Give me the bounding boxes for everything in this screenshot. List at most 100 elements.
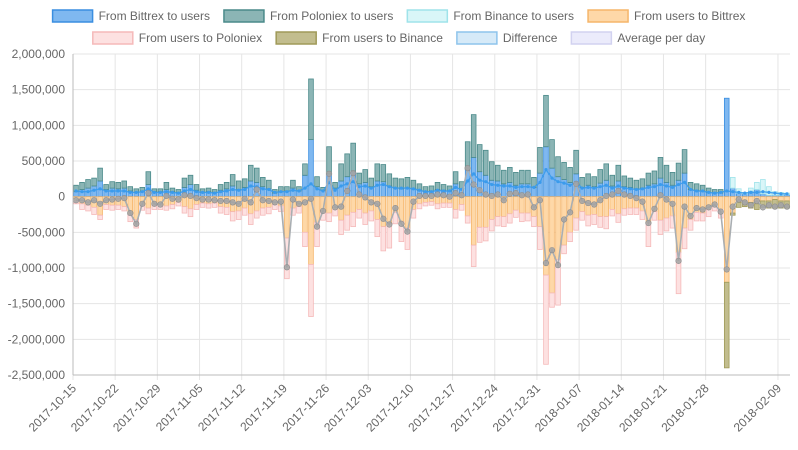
average-point (170, 190, 175, 194)
difference-point (512, 190, 519, 197)
bar-users-to-poloniex (591, 214, 597, 225)
difference-point (344, 187, 351, 195)
average-point (502, 184, 506, 188)
bar-users-to-binance (754, 203, 760, 210)
difference-point (277, 198, 284, 205)
legend-swatch-from-poloniex-to-users (223, 9, 265, 23)
bar-poloniex-to-users (109, 181, 115, 189)
bar-poloniex-to-users (543, 94, 549, 148)
bar-users-to-poloniex (97, 214, 103, 220)
bar-users-to-poloniex (229, 211, 236, 222)
difference-point (566, 209, 574, 216)
bar-poloniex-to-users (103, 184, 109, 190)
bar-poloniex-to-users (79, 181, 85, 190)
legend-swatch-from-users-to-bittrex (587, 9, 629, 23)
average-point (369, 186, 373, 190)
average-point (652, 185, 657, 189)
difference-point (325, 170, 333, 177)
bar-users-to-poloniex (211, 202, 218, 208)
bar-poloniex-to-users (193, 184, 200, 191)
average-point (225, 189, 229, 193)
average-point (423, 190, 428, 194)
average-point (514, 185, 518, 189)
difference-point (121, 194, 128, 202)
bar-users-to-poloniex (247, 213, 254, 225)
difference-point (259, 197, 266, 204)
bar-bittrex-to-users (338, 180, 344, 198)
bar-users-to-bittrex (470, 196, 477, 246)
difference-point (157, 201, 164, 208)
bar-poloniex-to-users (362, 169, 368, 183)
bar-users-to-bittrex (573, 196, 579, 219)
difference-point (681, 203, 688, 210)
difference-point (392, 204, 399, 212)
difference-point (404, 228, 411, 235)
difference-point (669, 200, 676, 207)
difference-point (211, 197, 218, 204)
difference-point (651, 205, 658, 212)
average-point (610, 186, 614, 190)
difference-point (663, 196, 670, 203)
difference-point (633, 194, 640, 202)
bar-users-to-poloniex (675, 251, 682, 295)
y-tick-label: -2,000,000 (8, 332, 66, 346)
average-point (634, 187, 638, 192)
difference-point (115, 195, 122, 202)
average-point (279, 190, 283, 194)
bar-users-to-poloniex (603, 216, 609, 230)
bar-poloniex-to-users (645, 172, 652, 186)
average-point (405, 186, 409, 190)
average-point (701, 189, 705, 193)
average-point (785, 192, 789, 196)
difference-point (362, 194, 369, 201)
legend-swatch-from-users-to-poloniex (92, 31, 134, 45)
bar-poloniex-to-users (567, 167, 573, 183)
bar-users-to-poloniex (495, 216, 501, 227)
bar-poloniex-to-users (597, 169, 603, 184)
bar-poloniex-to-users (519, 169, 525, 185)
difference-point (187, 192, 194, 200)
bar-poloniex-to-users (163, 181, 170, 190)
average-point (676, 182, 681, 187)
average-point (773, 191, 777, 195)
difference-point (313, 223, 321, 230)
bar-poloniex-to-users (308, 78, 314, 141)
average-point (363, 184, 367, 188)
bar-users-to-poloniex (193, 204, 200, 210)
bar-poloniex-to-users (669, 172, 676, 186)
bar-users-to-poloniex (308, 264, 314, 317)
average-point (526, 185, 530, 189)
average-point (586, 185, 590, 189)
bar-users-to-poloniex (223, 206, 230, 215)
bar-poloniex-to-users (368, 177, 374, 188)
x-tick-label: 2018-02-09 (731, 381, 785, 435)
bar-users-to-poloniex (579, 211, 585, 221)
legend-label-from-users-to-poloniex: From users to Poloniex (139, 31, 262, 45)
difference-point (380, 215, 387, 222)
average-point (761, 190, 765, 194)
bar-poloniex-to-users (585, 173, 591, 186)
difference-point (771, 203, 779, 210)
bar-users-to-binance (736, 201, 742, 208)
bar-bittrex-to-users (555, 176, 561, 198)
bar-users-to-poloniex (705, 209, 712, 218)
average-point (640, 187, 644, 191)
average-point (261, 187, 265, 191)
difference-point (542, 259, 550, 267)
average-point (731, 190, 735, 194)
average-point (466, 179, 470, 183)
average-point (110, 189, 114, 193)
bar-users-to-poloniex (561, 244, 567, 255)
bar-poloniex-to-users (223, 181, 230, 190)
difference-point (301, 199, 309, 206)
average-point (188, 187, 193, 192)
bar-users-to-poloniex (452, 209, 459, 219)
difference-point (175, 196, 182, 203)
average-point (387, 185, 391, 189)
bar-users-to-poloniex (525, 212, 531, 222)
average-point (429, 190, 434, 194)
grid (72, 53, 790, 380)
bar-poloniex-to-users (332, 181, 338, 189)
difference-point (645, 219, 652, 227)
